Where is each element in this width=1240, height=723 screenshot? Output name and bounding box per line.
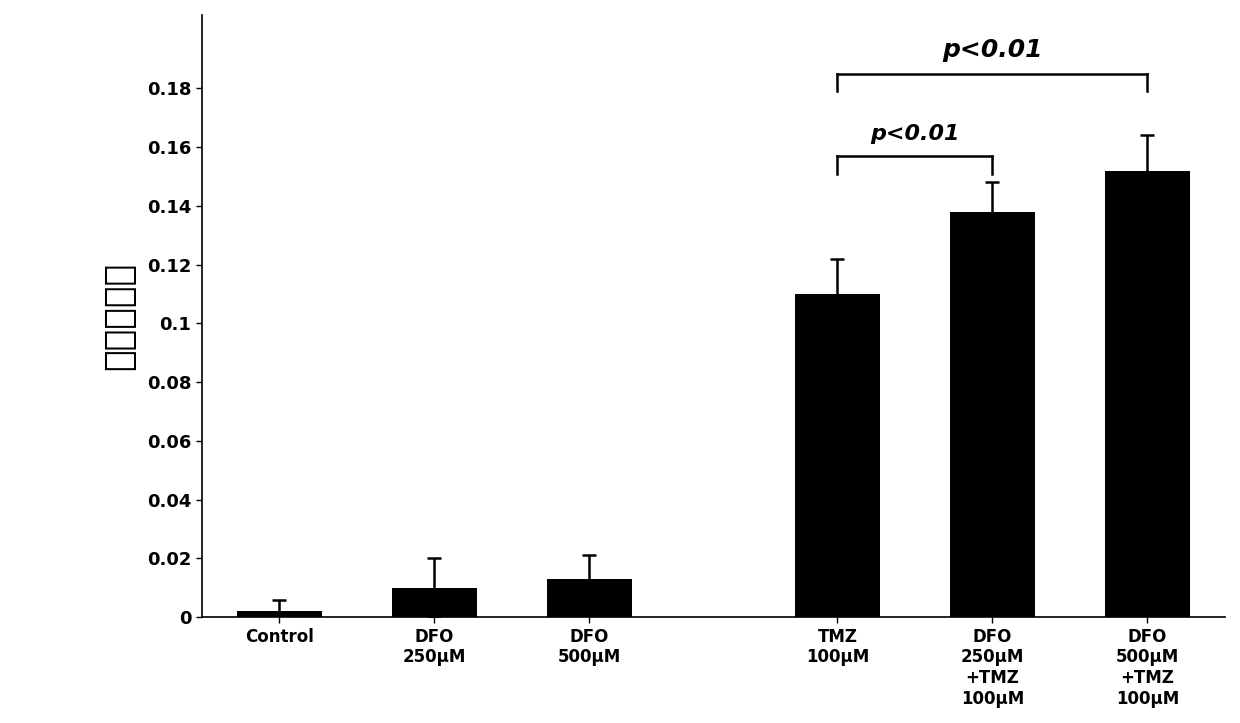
Bar: [547, 579, 632, 617]
Bar: [237, 612, 322, 617]
Bar: [795, 294, 880, 617]
Bar: [392, 588, 477, 617]
Y-axis label: 细胞死亡率: 细胞死亡率: [102, 262, 136, 370]
Text: p<0.01: p<0.01: [870, 124, 960, 145]
Bar: [950, 212, 1035, 617]
Text: p<0.01: p<0.01: [942, 38, 1043, 62]
Bar: [1105, 171, 1190, 617]
